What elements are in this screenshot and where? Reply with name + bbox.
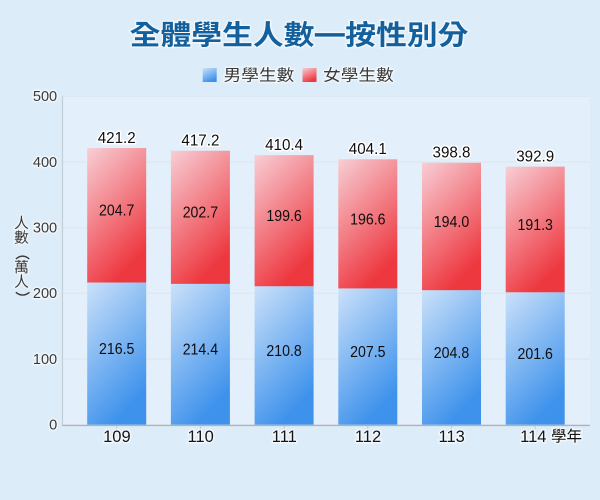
svg-text:398.8: 398.8 — [433, 145, 471, 162]
svg-text:300: 300 — [33, 221, 57, 237]
svg-text:110: 110 — [187, 428, 213, 446]
svg-text:417.2: 417.2 — [181, 133, 219, 150]
svg-text:200: 200 — [33, 286, 57, 302]
svg-text:0: 0 — [49, 418, 57, 434]
svg-text:100: 100 — [33, 352, 57, 368]
svg-text:114: 114 — [520, 428, 546, 446]
svg-text:109: 109 — [103, 428, 131, 446]
svg-text:202.7: 202.7 — [183, 205, 218, 222]
svg-text:112: 112 — [355, 428, 381, 446]
svg-text:214.4: 214.4 — [183, 342, 218, 359]
svg-text:400: 400 — [33, 155, 57, 171]
svg-text:404.1: 404.1 — [349, 141, 387, 158]
svg-text:216.5: 216.5 — [99, 341, 134, 358]
svg-text:109: 109 — [103, 428, 131, 446]
svg-text:201.6: 201.6 — [518, 346, 553, 363]
svg-text:500: 500 — [33, 89, 57, 105]
svg-text:111: 111 — [272, 428, 297, 446]
svg-text:500: 500 — [33, 89, 57, 105]
svg-text:111: 111 — [272, 428, 297, 446]
svg-text:421.2: 421.2 — [98, 130, 136, 147]
svg-text:300: 300 — [33, 221, 57, 237]
svg-text:199.6: 199.6 — [266, 208, 301, 225]
svg-text:196.6: 196.6 — [350, 211, 385, 228]
svg-text:191.3: 191.3 — [518, 217, 553, 234]
svg-text:210.8: 210.8 — [266, 343, 301, 360]
svg-text:112: 112 — [355, 428, 381, 446]
svg-text:207.5: 207.5 — [350, 344, 385, 361]
svg-text:204.7: 204.7 — [99, 203, 134, 220]
svg-text:100: 100 — [33, 352, 57, 368]
svg-text:204.8: 204.8 — [434, 345, 469, 362]
svg-text:0: 0 — [49, 418, 57, 434]
svg-text:392.9: 392.9 — [516, 148, 554, 165]
svg-text:110: 110 — [187, 428, 213, 446]
svg-text:410.4: 410.4 — [265, 137, 303, 154]
svg-text:200: 200 — [33, 286, 57, 302]
svg-text:114: 114 — [520, 428, 546, 446]
svg-text:113: 113 — [439, 428, 465, 446]
svg-text:400: 400 — [33, 155, 57, 171]
svg-text:194.0: 194.0 — [434, 214, 469, 231]
svg-text:113: 113 — [439, 428, 465, 446]
